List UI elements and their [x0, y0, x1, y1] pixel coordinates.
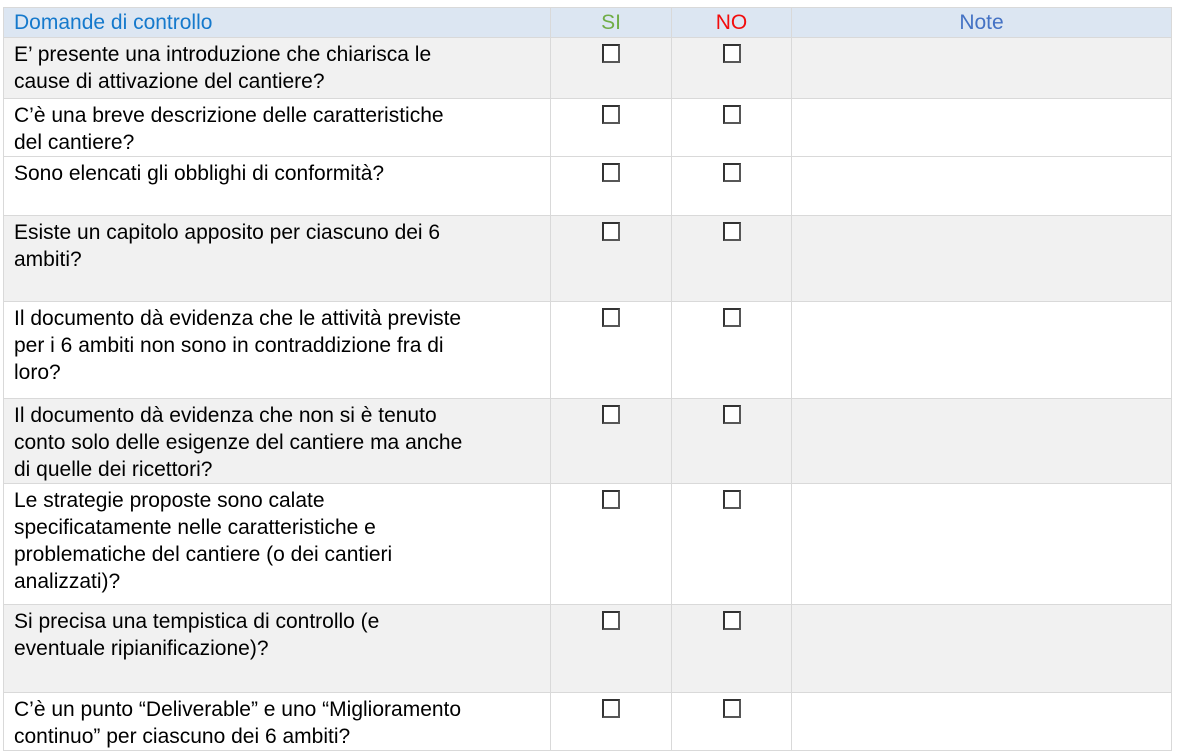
table-row: Sono elencati gli obblighi di conformità… — [3, 156, 1172, 216]
question-cell: C’è un punto “Deliverable” e uno “Miglio… — [3, 692, 551, 751]
no-checkbox[interactable] — [722, 699, 741, 718]
table-row: Il documento dà evidenza che non si è te… — [3, 398, 1172, 484]
no-checkbox[interactable] — [722, 405, 741, 424]
si-checkbox-cell — [550, 37, 672, 99]
si-checkbox[interactable] — [602, 611, 620, 630]
si-checkbox[interactable] — [602, 405, 620, 424]
header-note: Note — [791, 7, 1172, 38]
no-checkbox-cell — [671, 398, 792, 484]
no-checkbox[interactable] — [722, 105, 741, 124]
si-checkbox-cell — [550, 483, 672, 605]
table-row: Il documento dà evidenza che le attività… — [3, 301, 1172, 399]
note-cell[interactable] — [791, 98, 1172, 157]
no-checkbox[interactable] — [722, 490, 741, 509]
si-checkbox[interactable] — [602, 105, 620, 124]
note-cell[interactable] — [791, 604, 1172, 693]
no-checkbox-cell — [671, 483, 792, 605]
no-checkbox[interactable] — [722, 44, 741, 63]
question-cell: Le strategie proposte sono calate specif… — [3, 483, 551, 605]
header-si: SI — [550, 7, 672, 38]
si-checkbox[interactable] — [602, 699, 620, 718]
table-header-row: Domande di controllo SI NO Note — [3, 7, 1172, 38]
note-cell[interactable] — [791, 156, 1172, 216]
si-checkbox[interactable] — [602, 490, 620, 509]
note-cell[interactable] — [791, 692, 1172, 751]
si-checkbox-cell — [550, 156, 672, 216]
table-row: Si precisa una tempistica di controllo (… — [3, 604, 1172, 693]
table-row: E’ presente una introduzione che chiaris… — [3, 37, 1172, 99]
si-checkbox[interactable] — [602, 222, 620, 241]
si-checkbox-cell — [550, 215, 672, 302]
no-checkbox[interactable] — [722, 163, 741, 182]
table-row: Esiste un capitolo apposito per ciascuno… — [3, 215, 1172, 302]
no-checkbox[interactable] — [722, 611, 741, 630]
si-checkbox[interactable] — [602, 308, 620, 327]
table-row: C’è una breve descrizione delle caratter… — [3, 98, 1172, 157]
no-checkbox[interactable] — [722, 308, 741, 327]
no-checkbox-cell — [671, 98, 792, 157]
checklist-body: E’ presente una introduzione che chiaris… — [3, 37, 1172, 751]
table-row: Le strategie proposte sono calate specif… — [3, 483, 1172, 605]
no-checkbox[interactable] — [722, 222, 741, 241]
question-cell: Sono elencati gli obblighi di conformità… — [3, 156, 551, 216]
no-checkbox-cell — [671, 156, 792, 216]
si-checkbox-cell — [550, 692, 672, 751]
no-checkbox-cell — [671, 215, 792, 302]
no-checkbox-cell — [671, 301, 792, 399]
si-checkbox-cell — [550, 398, 672, 484]
question-cell: E’ presente una introduzione che chiaris… — [3, 37, 551, 99]
question-cell: C’è una breve descrizione delle caratter… — [3, 98, 551, 157]
header-question: Domande di controllo — [3, 7, 551, 38]
note-cell[interactable] — [791, 215, 1172, 302]
question-cell: Esiste un capitolo apposito per ciascuno… — [3, 215, 551, 302]
no-checkbox-cell — [671, 692, 792, 751]
si-checkbox-cell — [550, 98, 672, 157]
no-checkbox-cell — [671, 604, 792, 693]
header-no: NO — [671, 7, 792, 38]
table-row: C’è un punto “Deliverable” e uno “Miglio… — [3, 692, 1172, 751]
note-cell[interactable] — [791, 301, 1172, 399]
question-cell: Il documento dà evidenza che le attività… — [3, 301, 551, 399]
control-questions-table: Domande di controllo SI NO Note E’ prese… — [3, 7, 1172, 751]
si-checkbox-cell — [550, 604, 672, 693]
si-checkbox-cell — [550, 301, 672, 399]
si-checkbox[interactable] — [602, 44, 620, 63]
note-cell[interactable] — [791, 398, 1172, 484]
question-cell: Si precisa una tempistica di controllo (… — [3, 604, 551, 693]
si-checkbox[interactable] — [602, 163, 620, 182]
note-cell[interactable] — [791, 37, 1172, 99]
note-cell[interactable] — [791, 483, 1172, 605]
question-cell: Il documento dà evidenza che non si è te… — [3, 398, 551, 484]
no-checkbox-cell — [671, 37, 792, 99]
